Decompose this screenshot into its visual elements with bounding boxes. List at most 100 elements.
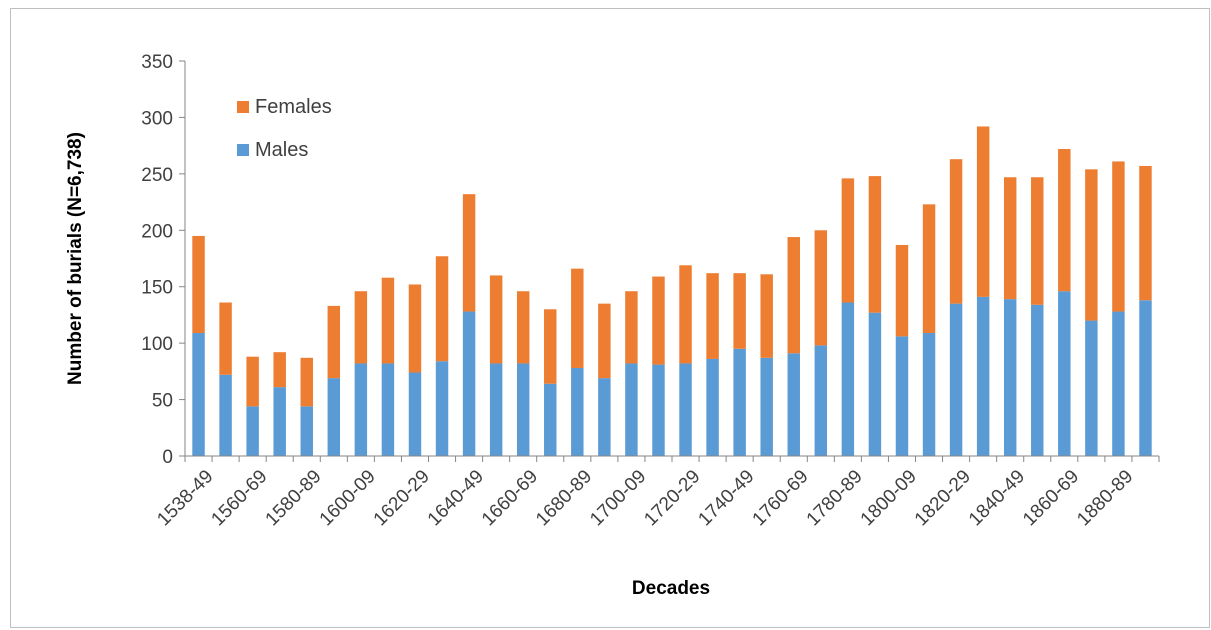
bar-males-1850-59 — [1031, 304, 1044, 456]
bar-males-1700-09 — [625, 363, 638, 456]
x-tick-label-1720-29: 1720-29 — [640, 466, 704, 530]
bar-females-1720-29 — [679, 265, 692, 364]
bar-females-1830-39 — [976, 126, 990, 297]
bar-males-1590-99 — [327, 378, 341, 456]
bar-males-1800-09 — [895, 336, 909, 456]
x-tick-label-1580-89: 1580-89 — [262, 466, 326, 530]
y-tick-label-250: 250 — [141, 165, 173, 186]
y-tick-label-100: 100 — [141, 334, 173, 355]
bar-females-1610-19 — [381, 277, 395, 364]
bar-males-1538-49 — [192, 332, 205, 456]
bar-males-1620-29 — [408, 372, 422, 456]
bar-males-1810-19 — [922, 332, 936, 456]
bar-females-1550-59 — [219, 302, 232, 375]
legend-swatch-males — [237, 144, 249, 156]
bar-females-1790-99 — [868, 176, 882, 313]
bar-females-1890-99 — [1139, 165, 1152, 301]
bar-females-1600-09 — [354, 291, 368, 364]
bar-males-1780-89 — [841, 302, 855, 456]
x-tick-label-1600-09: 1600-09 — [316, 466, 380, 530]
legend: Females Males — [237, 96, 332, 161]
bar-males-1600-09 — [354, 363, 368, 456]
y-tick-label-300: 300 — [141, 108, 173, 129]
bar-males-1830-39 — [976, 296, 990, 456]
bar-males-1750-59 — [760, 357, 773, 456]
x-tick-label-1880-89: 1880-89 — [1073, 466, 1137, 530]
x-tick-label-1560-69: 1560-69 — [207, 466, 271, 530]
bar-males-1630-39 — [435, 361, 449, 456]
x-tick-label-1860-69: 1860-69 — [1019, 466, 1083, 530]
bar-males-1760-69 — [787, 353, 800, 456]
legend-label-males: Males — [255, 139, 308, 161]
bar-males-1570-79 — [273, 387, 286, 456]
bar-females-1538-49 — [192, 235, 205, 333]
bar-males-1580-89 — [300, 406, 313, 456]
bar-males-1820-29 — [949, 303, 963, 456]
bars-group — [192, 126, 1152, 456]
y-tick-label-50: 50 — [152, 391, 173, 412]
bar-females-1880-89 — [1112, 161, 1125, 312]
bar-females-1750-59 — [760, 274, 773, 358]
bar-females-1710-19 — [652, 276, 665, 365]
bar-females-1620-29 — [408, 284, 422, 373]
bar-females-1670-79 — [544, 309, 557, 384]
bar-females-1730-39 — [706, 273, 719, 359]
bar-females-1700-09 — [625, 291, 638, 364]
bar-males-1880-89 — [1112, 311, 1125, 456]
bar-males-1720-29 — [679, 363, 692, 456]
x-tick-label-1680-89: 1680-89 — [532, 466, 596, 530]
bar-males-1870-79 — [1085, 320, 1098, 456]
bar-males-1730-39 — [706, 358, 719, 456]
bar-females-1840-49 — [1003, 177, 1017, 300]
bar-females-1650-59 — [489, 275, 503, 364]
y-tick-label-0: 0 — [162, 447, 173, 468]
x-tick-label-1640-49: 1640-49 — [424, 466, 488, 530]
bar-females-1870-79 — [1085, 169, 1098, 321]
bar-females-1780-89 — [841, 178, 855, 303]
bar-males-1840-49 — [1003, 299, 1017, 456]
legend-label-females: Females — [255, 96, 332, 118]
chart-frame: 0 50 100 150 200 250 300 350 1538-49 1560-69 1580-… — [10, 8, 1210, 628]
bar-females-1860-69 — [1058, 149, 1071, 292]
y-axis-title: Number of burials (N=6,738) — [65, 132, 86, 385]
bar-females-1590-99 — [327, 305, 341, 379]
bar-males-1670-79 — [544, 383, 557, 456]
bar-females-1640-49 — [462, 194, 476, 312]
bar-males-1550-59 — [219, 374, 232, 456]
x-axis-title: Decades — [632, 578, 710, 599]
x-tick-label-1740-49: 1740-49 — [694, 466, 758, 530]
bar-females-1660-69 — [516, 291, 530, 364]
bar-males-1740-49 — [733, 348, 746, 456]
bar-males-1790-99 — [868, 312, 882, 456]
x-tick-label-1840-49: 1840-49 — [965, 466, 1029, 530]
y-tick-label-350: 350 — [141, 52, 173, 73]
x-tick-label-1760-69: 1760-69 — [749, 466, 813, 530]
bar-females-1680-89 — [571, 268, 584, 368]
x-tick-label-1700-09: 1700-09 — [586, 466, 650, 530]
bar-females-1630-39 — [435, 256, 449, 362]
y-tick-label-200: 200 — [141, 221, 173, 242]
stacked-bar-chart: 0 50 100 150 200 250 300 350 1538-491560-691580-… — [65, 52, 1160, 599]
x-tick-label-1660-69: 1660-69 — [478, 466, 542, 530]
bar-females-1810-19 — [922, 204, 936, 333]
bar-males-1640-49 — [462, 311, 476, 456]
bar-males-1710-19 — [652, 364, 665, 456]
bar-females-1850-59 — [1031, 177, 1044, 305]
x-tick-label-1820-29: 1820-29 — [911, 466, 975, 530]
bar-males-1890-99 — [1139, 300, 1152, 456]
bar-males-1660-69 — [516, 363, 530, 456]
x-tick-label-1800-09: 1800-09 — [857, 466, 921, 530]
bar-males-1860-69 — [1058, 291, 1071, 456]
bar-females-1770-79 — [814, 230, 828, 346]
bar-females-1580-89 — [300, 357, 313, 407]
bar-females-1820-29 — [949, 159, 963, 304]
x-tick-label-1538-49: 1538-49 — [153, 466, 217, 530]
x-tick-label-1620-29: 1620-29 — [370, 466, 434, 530]
bar-females-1690-99 — [598, 303, 611, 379]
bar-males-1770-79 — [814, 345, 828, 456]
bar-females-1740-49 — [733, 273, 746, 349]
bar-males-1650-59 — [489, 363, 503, 456]
bar-males-1560-69 — [246, 406, 259, 456]
bar-females-1560-69 — [246, 356, 259, 407]
legend-swatch-females — [237, 101, 249, 113]
